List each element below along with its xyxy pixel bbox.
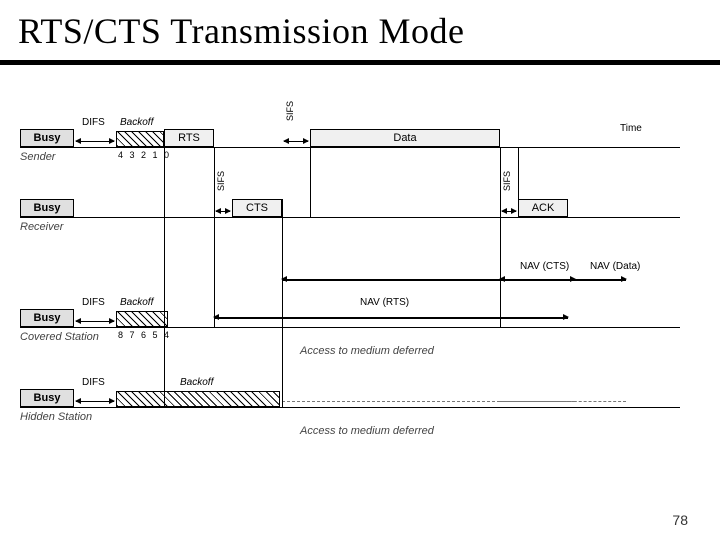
sifs-arrow-3 (502, 211, 516, 212)
hidden-dotted-2 (500, 401, 626, 402)
backoff-hatch-covered (116, 311, 168, 327)
vline-ack-start (518, 147, 519, 217)
timing-diagram: Busy DIFS Backoff 4 3 2 1 0 RTS SIFS Dat… (20, 85, 700, 485)
vline-data-start (310, 147, 311, 217)
sender-baseline (20, 147, 680, 148)
data-frame: Data (310, 129, 500, 147)
covered-baseline (20, 327, 680, 328)
sifs-label-1: SIFS (285, 101, 295, 121)
backoff-hatch-sender (116, 131, 164, 147)
hidden-baseline (20, 407, 680, 408)
title-underline (0, 60, 720, 65)
sifs-arrow-2 (216, 211, 230, 212)
busy-sender: Busy (20, 129, 74, 147)
cts-frame: CTS (232, 199, 282, 217)
deferred-label-covered: Access to medium deferred (300, 345, 434, 357)
nav-data-label: NAV (Data) (590, 261, 640, 272)
hidden-label: Hidden Station (20, 411, 92, 423)
busy-hidden: Busy (20, 389, 74, 407)
vline-rts-start (164, 147, 165, 407)
nav-rts-label: NAV (RTS) (360, 297, 409, 308)
sifs-label-3: SIFS (502, 171, 512, 191)
backoff-label-covered: Backoff (120, 297, 153, 308)
time-label: Time (620, 123, 642, 134)
sifs-arrow-1 (284, 141, 308, 142)
receiver-label: Receiver (20, 221, 63, 233)
vline-rts-end (214, 147, 215, 327)
vline-data-end (500, 147, 501, 327)
nav-rts-arrow (214, 317, 568, 319)
nav-cts-label: NAV (CTS) (520, 261, 569, 272)
sender-label: Sender (20, 151, 55, 163)
difs-arrow-hidden (76, 401, 114, 402)
sifs-label-2: SIFS (216, 171, 226, 191)
difs-arrow-sender (76, 141, 114, 142)
vline-cts-end (282, 199, 283, 407)
backoff-hatch-hidden (116, 391, 280, 407)
busy-receiver: Busy (20, 199, 74, 217)
nav-data-arrow (500, 279, 626, 281)
difs-label-covered: DIFS (82, 297, 105, 308)
backoff-label-sender: Backoff (120, 117, 153, 128)
rts-frame: RTS (164, 129, 214, 147)
difs-label-sender: DIFS (82, 117, 105, 128)
page-title: RTS/CTS Transmission Mode (0, 0, 720, 60)
backoff-label-hidden: Backoff (180, 377, 213, 388)
deferred-label-hidden: Access to medium deferred (300, 425, 434, 437)
receiver-baseline (20, 217, 680, 218)
difs-label-hidden: DIFS (82, 377, 105, 388)
page-number: 78 (672, 512, 688, 528)
covered-label: Covered Station (20, 331, 99, 343)
ack-frame: ACK (518, 199, 568, 217)
busy-covered: Busy (20, 309, 74, 327)
difs-arrow-covered (76, 321, 114, 322)
